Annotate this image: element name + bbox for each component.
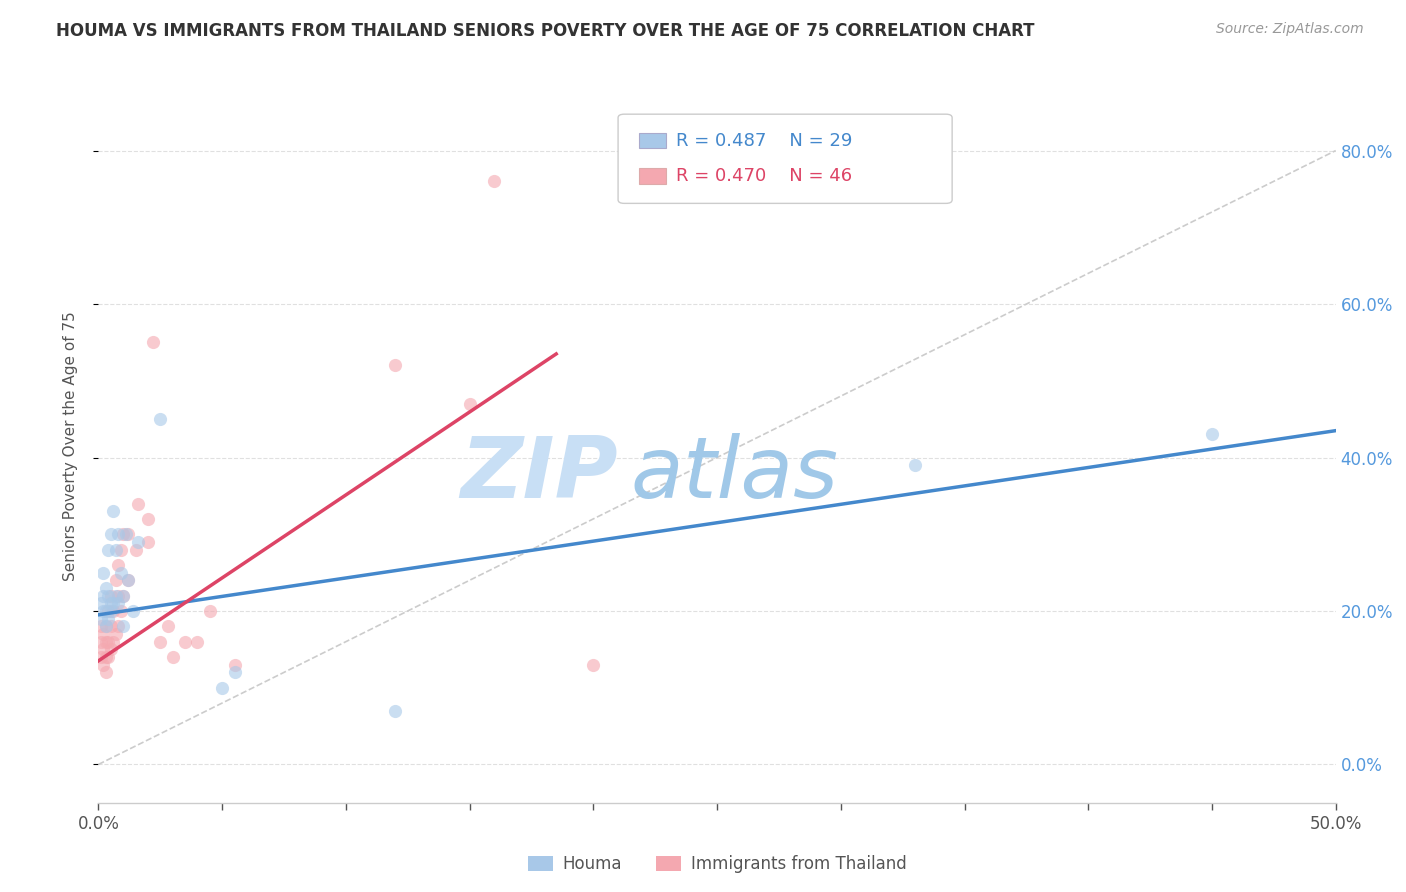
Point bbox=[110, 542, 132, 557]
Point bbox=[149, 412, 172, 426]
Text: atlas: atlas bbox=[630, 433, 838, 516]
Point bbox=[94, 619, 117, 633]
Point bbox=[224, 657, 246, 672]
Point bbox=[149, 634, 172, 648]
Point bbox=[117, 527, 139, 541]
Point bbox=[162, 650, 184, 665]
Point bbox=[94, 634, 117, 648]
Point bbox=[100, 527, 122, 541]
Point bbox=[110, 566, 132, 580]
Point bbox=[1201, 427, 1223, 442]
Point bbox=[107, 527, 129, 541]
Point bbox=[97, 542, 120, 557]
Point bbox=[112, 589, 135, 603]
Point bbox=[174, 634, 197, 648]
Text: Source: ZipAtlas.com: Source: ZipAtlas.com bbox=[1216, 22, 1364, 37]
Point bbox=[97, 634, 120, 648]
Point bbox=[93, 657, 115, 672]
Point bbox=[104, 589, 127, 603]
Point bbox=[117, 574, 139, 588]
Point bbox=[384, 359, 406, 373]
Point bbox=[104, 574, 127, 588]
Y-axis label: Seniors Poverty Over the Age of 75: Seniors Poverty Over the Age of 75 bbox=[63, 311, 77, 581]
Point bbox=[107, 558, 129, 572]
Point bbox=[107, 589, 129, 603]
Point bbox=[904, 458, 927, 473]
Point bbox=[94, 581, 117, 595]
Bar bbox=[640, 169, 666, 184]
Point bbox=[127, 535, 149, 549]
Point bbox=[124, 542, 146, 557]
Point bbox=[100, 604, 122, 618]
Text: R = 0.487    N = 29: R = 0.487 N = 29 bbox=[676, 132, 852, 150]
Point bbox=[93, 566, 115, 580]
Point bbox=[112, 589, 135, 603]
Point bbox=[104, 542, 127, 557]
Point bbox=[384, 704, 406, 718]
Point bbox=[93, 604, 115, 618]
Point bbox=[93, 642, 115, 657]
FancyBboxPatch shape bbox=[619, 114, 952, 203]
Point bbox=[780, 151, 803, 165]
Point bbox=[94, 650, 117, 665]
Point bbox=[90, 619, 112, 633]
Point bbox=[186, 634, 208, 648]
Point bbox=[93, 627, 115, 641]
Bar bbox=[640, 133, 666, 148]
Point bbox=[136, 535, 159, 549]
Point bbox=[100, 589, 122, 603]
Point bbox=[97, 650, 120, 665]
Point bbox=[156, 619, 179, 633]
Point bbox=[90, 650, 112, 665]
Point bbox=[224, 665, 246, 680]
Point bbox=[103, 596, 125, 610]
Point bbox=[100, 619, 122, 633]
Point bbox=[104, 627, 127, 641]
Point bbox=[127, 497, 149, 511]
Point bbox=[97, 604, 120, 618]
Point bbox=[103, 634, 125, 648]
Point bbox=[94, 619, 117, 633]
Point bbox=[97, 589, 120, 603]
Point bbox=[136, 512, 159, 526]
Point bbox=[211, 681, 233, 695]
Point bbox=[100, 642, 122, 657]
Legend: Houma, Immigrants from Thailand: Houma, Immigrants from Thailand bbox=[522, 849, 912, 880]
Point bbox=[112, 527, 135, 541]
Point bbox=[103, 604, 125, 618]
Point bbox=[97, 612, 120, 626]
Point bbox=[107, 596, 129, 610]
Point bbox=[142, 335, 165, 350]
Text: ZIP: ZIP bbox=[460, 433, 619, 516]
Point bbox=[100, 596, 122, 610]
Point bbox=[117, 574, 139, 588]
Point bbox=[90, 634, 112, 648]
Point bbox=[90, 596, 112, 610]
Text: R = 0.470    N = 46: R = 0.470 N = 46 bbox=[676, 168, 852, 186]
Point bbox=[90, 612, 112, 626]
Point bbox=[110, 604, 132, 618]
Point bbox=[107, 619, 129, 633]
Point bbox=[458, 397, 481, 411]
Point bbox=[114, 527, 136, 541]
Point bbox=[112, 619, 135, 633]
Point bbox=[484, 174, 506, 188]
Point bbox=[198, 604, 221, 618]
Point bbox=[93, 589, 115, 603]
Point bbox=[103, 504, 125, 518]
Point bbox=[94, 604, 117, 618]
Point bbox=[94, 665, 117, 680]
Text: HOUMA VS IMMIGRANTS FROM THAILAND SENIORS POVERTY OVER THE AGE OF 75 CORRELATION: HOUMA VS IMMIGRANTS FROM THAILAND SENIOR… bbox=[56, 22, 1035, 40]
Point bbox=[122, 604, 145, 618]
Point bbox=[582, 657, 605, 672]
